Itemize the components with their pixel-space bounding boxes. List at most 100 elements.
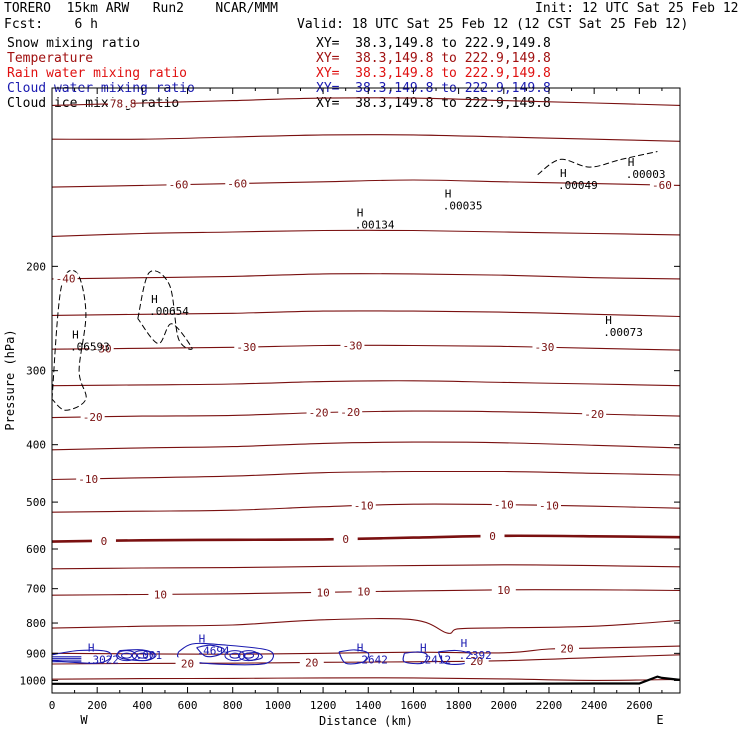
isotherm-label: 20 — [181, 657, 194, 670]
cloud-water-contour — [131, 650, 153, 662]
terrain-line — [52, 675, 681, 685]
max-value: .4694 — [197, 645, 230, 658]
isotherm-label: 0 — [101, 535, 108, 548]
x-tick-label: 2200 — [536, 699, 563, 712]
field-xy-snow: XY= 38.3,149.8 to 222.9,149.8 — [316, 36, 551, 51]
y-tick-label: 500 — [26, 496, 46, 509]
isotherm-label: -20 — [340, 406, 360, 419]
isotherm-label: 10 — [316, 586, 329, 599]
isotherm-label: -20 — [83, 411, 103, 424]
max-marker: H — [560, 167, 567, 180]
isotherm-line — [51, 97, 681, 106]
max-value: .00003 — [626, 168, 666, 181]
isotherm-label: -20 — [309, 407, 329, 420]
max-marker: H — [628, 156, 635, 169]
isotherm-label: 10 — [154, 588, 167, 601]
isotherm-label-bg — [80, 410, 105, 422]
isotherm-label-bg — [76, 472, 101, 484]
isotherm-label: 10 — [497, 584, 510, 597]
x-tick-label: 600 — [178, 699, 198, 712]
isotherm-label-bg — [582, 407, 607, 419]
field-label-snow: Snow mixing ratio — [7, 36, 141, 51]
max-value: .3022 — [86, 654, 119, 667]
isotherm-label-bg — [107, 97, 132, 109]
y-tick-label: 700 — [26, 583, 46, 596]
cloud-water-contour — [116, 650, 138, 662]
isotherm-label: -30 — [236, 341, 256, 354]
isotherm-label: -30 — [535, 341, 555, 354]
isotherm-label-bg — [338, 406, 363, 418]
y-tick-label: 600 — [26, 543, 46, 556]
isotherm-label-bg — [166, 178, 191, 190]
max-marker: H — [151, 293, 158, 306]
cloud-water-contour — [338, 649, 370, 665]
field-xy-temperature: XY= 38.3,149.8 to 222.9,149.8 — [316, 51, 551, 66]
isotherm-line — [51, 273, 681, 280]
isotherm-label-bg — [351, 585, 376, 597]
y-axis-label: Pressure (hPa) — [3, 329, 17, 430]
x-tick-label: 1800 — [445, 699, 472, 712]
x-tick-label: 1200 — [310, 699, 337, 712]
cloud-water-contour — [229, 652, 241, 659]
snow-contour — [51, 269, 87, 411]
x-tick-label: 2400 — [581, 699, 608, 712]
isotherm-label-bg — [311, 586, 336, 598]
isotherm-label-bg — [480, 530, 505, 542]
x-tick-label: 800 — [223, 699, 243, 712]
isotherm-label: 10 — [357, 586, 370, 599]
field-label-temperature: Temperature — [7, 51, 94, 66]
max-marker: H — [72, 329, 79, 342]
isotherm-line — [51, 310, 681, 318]
isotherm-label-bg — [175, 657, 200, 669]
isotherm-label: -60 — [227, 178, 247, 191]
field-label-rain: Rain water mixing ratio — [7, 66, 188, 81]
isotherm-label: 20 — [560, 643, 573, 656]
isotherm-line — [51, 470, 681, 481]
cloud-water-contour — [238, 650, 260, 662]
max-value: .00035 — [443, 199, 483, 212]
isotherm-line — [51, 344, 681, 351]
x-end-west: W — [80, 713, 88, 727]
max-marker: H — [88, 642, 95, 655]
isotherm-line — [51, 229, 681, 237]
y-tick-label: 800 — [26, 617, 46, 630]
isotherm-line — [51, 179, 681, 188]
isotherm-line — [51, 618, 681, 634]
isotherm-label-bg — [234, 341, 259, 353]
max-marker: H — [605, 314, 612, 327]
x-tick-label: 1000 — [265, 699, 292, 712]
max-value: .06593 — [70, 341, 110, 354]
x-axis-label: Distance (km) — [319, 714, 413, 728]
isotherm-label: -40 — [56, 273, 76, 286]
x-tick-label: 200 — [87, 699, 107, 712]
contour-labels: -78.8 -60 -60 -60 -40 -30 -30 -30 -30 -20 -20 -20 -2… — [53, 97, 674, 670]
isotherm-label-bg — [555, 642, 580, 654]
max-value: .001 — [136, 649, 163, 662]
valid-time: Valid: 18 UTC Sat 25 Feb 12 (12 CST Sat … — [297, 17, 689, 32]
isotherm-label-bg — [536, 499, 561, 511]
cloud-water-contour — [196, 644, 225, 658]
isotherm-label-bg — [464, 654, 489, 666]
axes: 0 200 400 600 800 1000 1200 1400 1600 1800 2000 220… — [20, 87, 681, 712]
isotherm-label: -60 — [169, 179, 189, 192]
isotherm-line — [51, 534, 681, 543]
cloud-water-contour — [121, 652, 133, 659]
cloud-water-contour — [224, 650, 246, 662]
y-tick-label: 400 — [26, 439, 46, 452]
isotherm-label-bg — [491, 498, 516, 510]
isotherm-label-bg — [306, 406, 331, 418]
isotherm-label: 20 — [470, 655, 483, 668]
max-value: .00134 — [355, 218, 395, 231]
isotherm-label: -30 — [343, 339, 363, 352]
isotherm-label: -60 — [652, 179, 672, 192]
snow-contours — [51, 151, 658, 411]
forecast-hour: Fcst: 6 h — [4, 17, 98, 32]
isotherm-line — [51, 441, 681, 451]
isotherm-label-bg — [148, 588, 173, 600]
isotherm-label-bg — [351, 499, 376, 511]
isotherm-line — [51, 380, 681, 387]
isotherm-label-bg — [649, 178, 674, 190]
max-marker: H — [461, 637, 468, 650]
terrain-layer — [52, 675, 681, 685]
snow-contour — [537, 151, 658, 176]
